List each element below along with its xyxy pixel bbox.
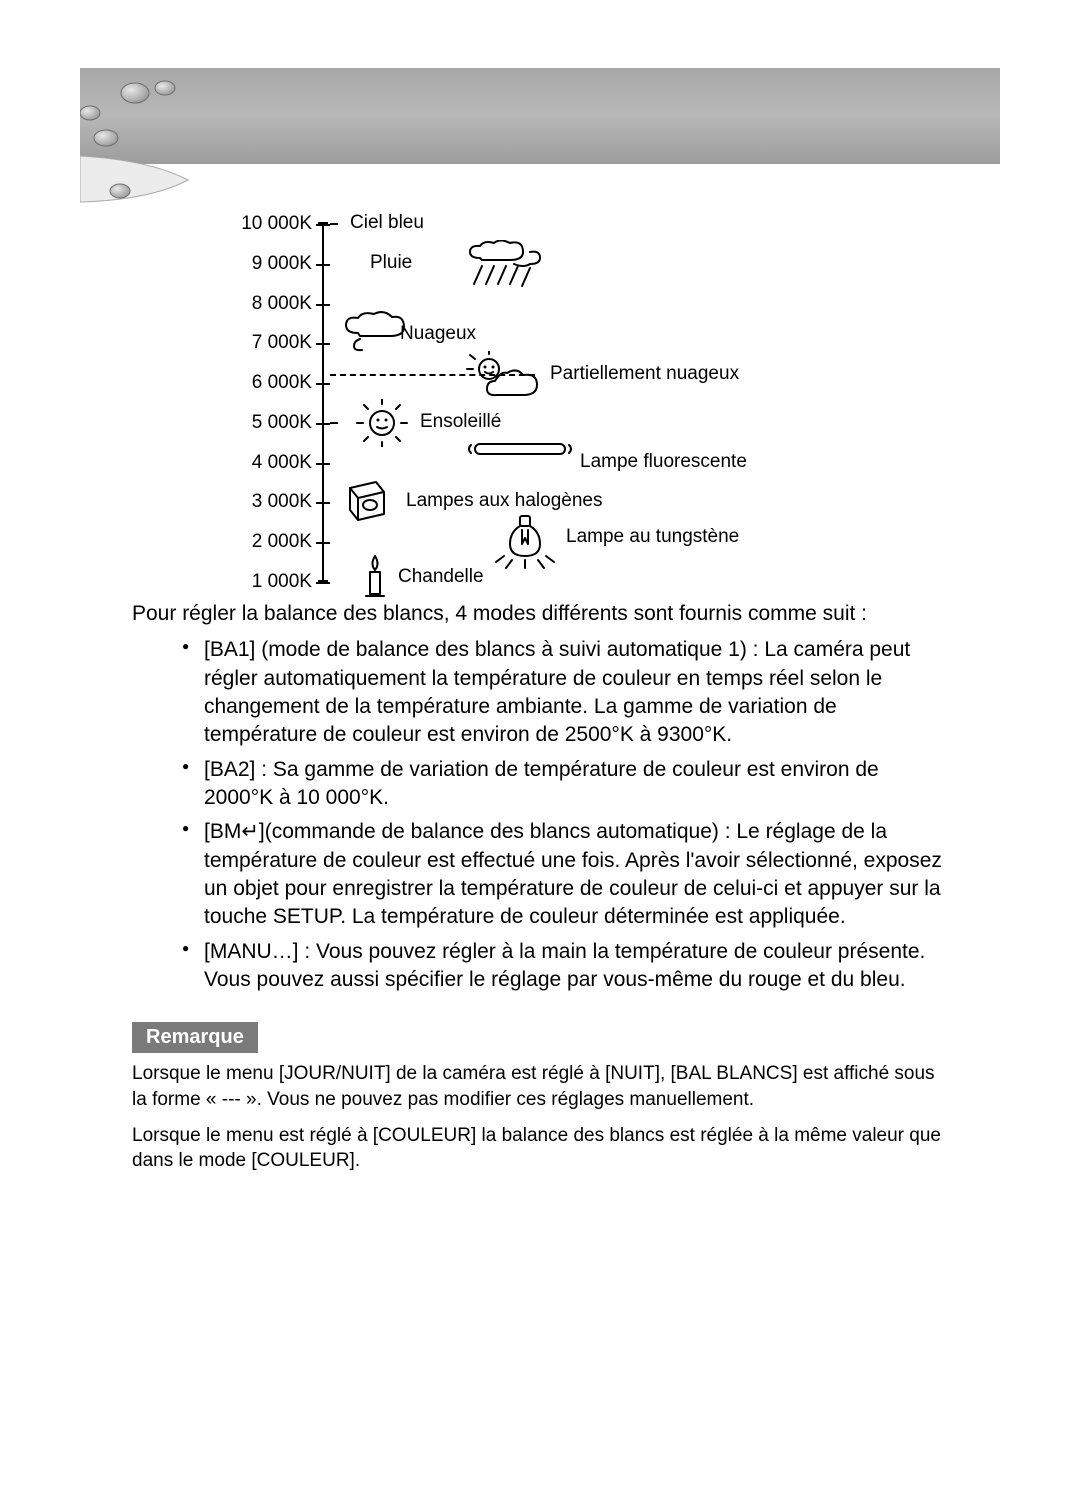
bulb-icon-wrap bbox=[492, 514, 558, 575]
axis-tick-label: 8 000K bbox=[230, 293, 312, 315]
partly-cloudy-icon bbox=[465, 351, 545, 401]
halogen-icon-wrap bbox=[342, 478, 392, 527]
mode-item: [BA1] (mode de balance des blancs à suiv… bbox=[182, 636, 952, 749]
mode-item: [MANU…] : Vous pouvez régler à la main l… bbox=[182, 938, 952, 995]
axis-tick: 7 000K bbox=[230, 341, 870, 361]
chart-item-label: Lampe fluorescente bbox=[580, 451, 747, 473]
axis-tick-mark bbox=[316, 463, 330, 465]
candle-icon bbox=[360, 554, 390, 598]
axis-tick-mark bbox=[316, 423, 330, 425]
axis-tick-label: 7 000K bbox=[230, 333, 312, 355]
chart-item-label: Lampes aux halogènes bbox=[406, 490, 602, 512]
axis-tick-label: 2 000K bbox=[230, 531, 312, 553]
axis-tick: 4 000K bbox=[230, 461, 870, 481]
chart-item-label: Ciel bleu bbox=[350, 212, 424, 234]
axis-tick-mark bbox=[316, 582, 330, 584]
axis-tick-label: 5 000K bbox=[230, 412, 312, 434]
axis-tick-mark bbox=[316, 224, 330, 226]
axis-tick-mark bbox=[316, 264, 330, 266]
rain-icon-wrap bbox=[460, 240, 550, 295]
rain-cloud-icon bbox=[460, 240, 550, 290]
partcloud-icon-wrap bbox=[465, 351, 545, 406]
candle-icon-wrap bbox=[360, 554, 390, 603]
axis-tick-mark bbox=[316, 343, 330, 345]
axis-tick: 1 000K bbox=[230, 580, 870, 600]
axis-tick-label: 6 000K bbox=[230, 372, 312, 394]
intro-text: Pour régler la balance des blancs, 4 mod… bbox=[132, 600, 952, 628]
axis-tick-label: 4 000K bbox=[230, 452, 312, 474]
page: 10 000K 9 000K 8 000K 7 000K 6 000K 5 000K 4 0… bbox=[0, 0, 1080, 1491]
chart-item-label: Nuageux bbox=[400, 323, 476, 345]
chart-item-label: Partiellement nuageux bbox=[550, 363, 739, 385]
note-text: Lorsque le menu est réglé à [COULEUR] la… bbox=[132, 1123, 952, 1174]
fluorescent-icon-wrap bbox=[465, 439, 575, 464]
tungsten-bulb-icon bbox=[492, 514, 558, 570]
header-banner bbox=[80, 68, 1000, 164]
note-text: Lorsque le menu [JOUR/NUIT] de la caméra… bbox=[132, 1061, 952, 1112]
connector-line bbox=[330, 223, 338, 225]
axis-tick: 8 000K bbox=[230, 302, 870, 322]
mode-item: [BM↵](commande de balance des blancs aut… bbox=[182, 818, 952, 931]
body-content: Pour régler la balance des blancs, 4 mod… bbox=[132, 600, 952, 1184]
axis-tick-mark bbox=[316, 383, 330, 385]
sun-icon-wrap bbox=[354, 399, 410, 452]
fluorescent-lamp-icon bbox=[465, 439, 575, 459]
axis-tick-mark bbox=[316, 502, 330, 504]
kelvin-scale-chart: 10 000K 9 000K 8 000K 7 000K 6 000K 5 000K 4 0… bbox=[230, 210, 870, 600]
axis-tick-mark bbox=[316, 304, 330, 306]
connector-line bbox=[330, 422, 338, 424]
chart-item-label: Ensoleillé bbox=[420, 411, 501, 433]
modes-list: [BA1] (mode de balance des blancs à suiv… bbox=[182, 636, 952, 994]
axis-tick-mark bbox=[316, 542, 330, 544]
sun-icon bbox=[354, 399, 410, 447]
axis-tick: 9 000K bbox=[230, 262, 870, 282]
chart-item-label: Chandelle bbox=[398, 566, 484, 588]
axis-tick-label: 10 000K bbox=[230, 213, 312, 235]
axis-tick-label: 1 000K bbox=[230, 571, 312, 593]
halogen-lamp-icon bbox=[342, 478, 392, 522]
chart-item-label: Pluie bbox=[370, 252, 412, 274]
axis-tick: 10 000K bbox=[230, 222, 870, 242]
remarque-heading: Remarque bbox=[132, 1022, 258, 1053]
notes: Lorsque le menu [JOUR/NUIT] de la caméra… bbox=[132, 1061, 952, 1174]
mode-item: [BA2] : Sa gamme de variation de tempéra… bbox=[182, 756, 952, 813]
chart-item-label: Lampe au tungstène bbox=[566, 526, 739, 548]
axis-tick-label: 3 000K bbox=[230, 492, 312, 514]
axis-tick-label: 9 000K bbox=[230, 253, 312, 275]
